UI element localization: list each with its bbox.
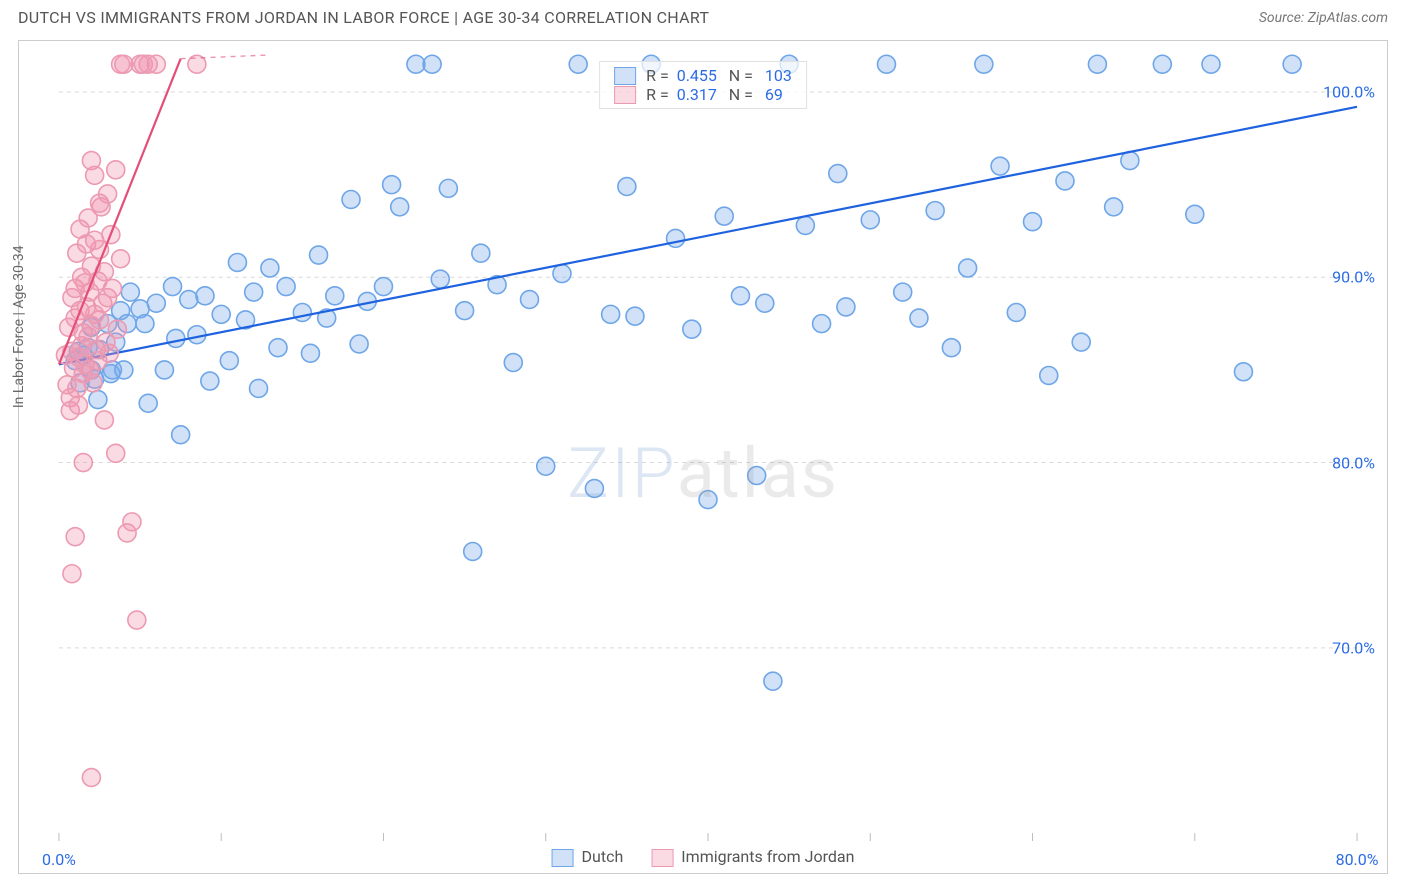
legend-label: Dutch [582,847,624,866]
y-tick-label: 70.0% [1332,638,1375,657]
legend-series: Dutch Immigrants from Jordan [552,847,855,867]
legend-stats: R = 0.317 N = 69 [646,85,783,104]
chart-title: DUTCH VS IMMIGRANTS FROM JORDAN IN LABOR… [18,8,709,27]
chart-container: In Labor Force | Age 30-34 ZIPatlas R = … [18,40,1388,874]
legend-correlation: R = 0.455 N = 103R = 0.317 N = 69 [599,61,807,109]
legend-row: R = 0.455 N = 103 [614,66,792,85]
legend-stats: R = 0.455 N = 103 [646,66,792,85]
legend-item: Immigrants from Jordan [651,847,854,867]
x-tick-label: 0.0% [42,850,76,869]
legend-swatch [614,86,636,104]
x-tick-label: 80.0% [1336,850,1379,869]
scatter-chart [19,41,1387,873]
source-text: Source: ZipAtlas.com [1259,10,1388,26]
legend-row: R = 0.317 N = 69 [614,85,792,104]
header: DUTCH VS IMMIGRANTS FROM JORDAN IN LABOR… [0,0,1406,31]
legend-swatch [614,67,636,85]
y-axis-label: In Labor Force | Age 30-34 [11,245,27,408]
legend-swatch [651,849,673,867]
y-tick-label: 80.0% [1332,453,1375,472]
legend-swatch [552,849,574,867]
y-tick-label: 100.0% [1323,83,1375,102]
legend-item: Dutch [552,847,624,867]
legend-label: Immigrants from Jordan [681,847,854,866]
y-tick-label: 90.0% [1332,268,1375,287]
